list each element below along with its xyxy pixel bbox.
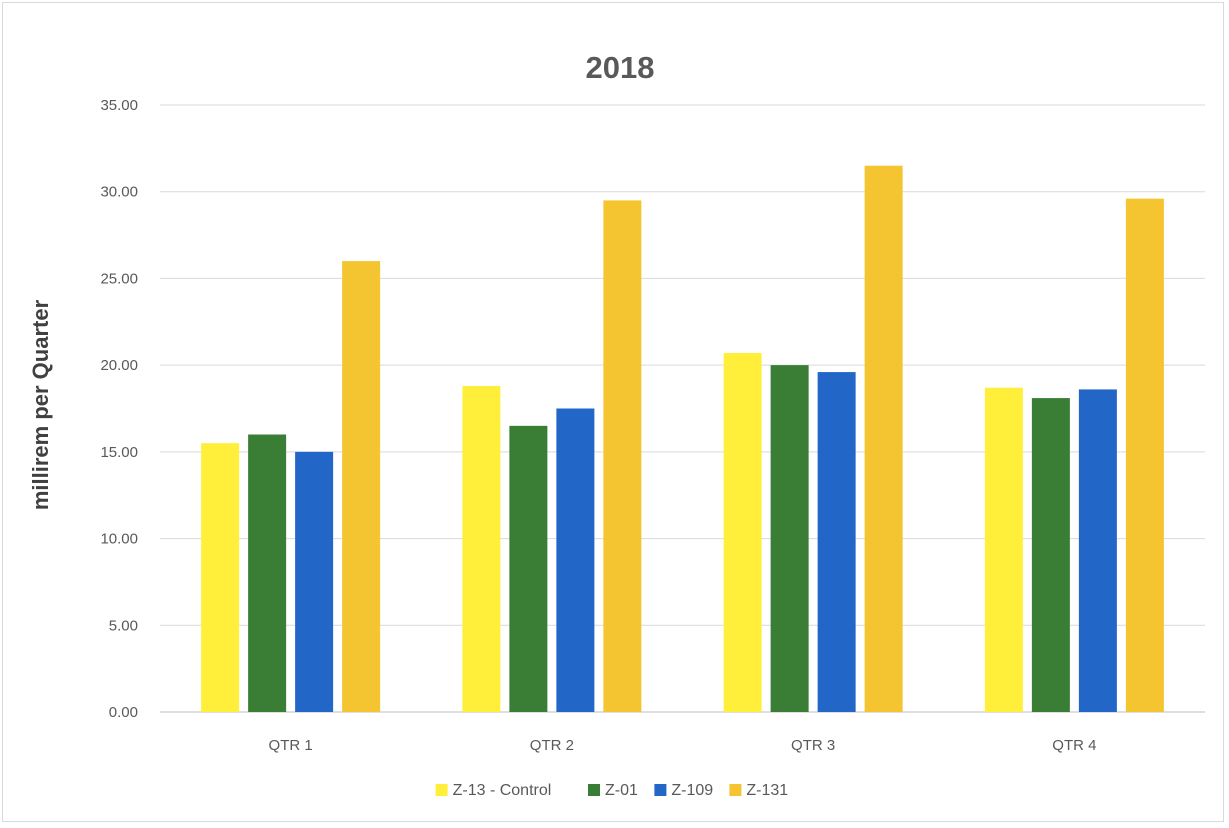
bar [1078,389,1117,712]
bar [295,451,334,712]
legend-label: Z-13 - Control [453,782,552,799]
bar [462,385,501,712]
y-tick-label: 25.00 [100,270,138,287]
y-tick-label: 30.00 [100,184,138,201]
legend: Z-13 - Control Z-01 Z-109 Z-131 [435,782,788,799]
bar [723,353,762,712]
legend-label: Z-131 [746,782,788,799]
y-tick-label: 10.00 [100,531,138,548]
x-tick-label: QTR 1 [269,737,313,754]
x-tick-label: QTR 3 [791,737,835,754]
x-tick-label: QTR 4 [1052,737,1096,754]
y-tick-label: 15.00 [100,444,138,461]
bar [248,434,287,712]
bar [603,200,642,712]
bars [201,165,1164,712]
bar [509,425,548,712]
bar [201,443,240,712]
chart-title: 2018 [586,50,655,85]
y-tick-label: 35.00 [100,97,138,114]
bar [984,387,1023,712]
bar [1125,198,1164,712]
y-tick-label: 20.00 [100,357,138,374]
legend-swatch [435,784,448,796]
bar [817,372,856,712]
x-tick-label: QTR 2 [530,737,574,754]
x-axis-categories: QTR 1 QTR 2 QTR 3 QTR 4 [269,737,1097,754]
legend-label: Z-109 [671,782,713,799]
bar [1031,398,1070,712]
legend-swatch [588,784,600,796]
bar [342,261,381,712]
y-tick-label: 0.00 [109,704,138,721]
y-tick-label: 5.00 [109,617,138,634]
legend-swatch [729,784,742,796]
legend-label: Z-01 [605,782,638,799]
y-axis-ticks: 0.00 5.00 10.00 15.00 20.00 25.00 30.00 35.00 [100,97,138,721]
bar [864,165,903,712]
y-axis-label: millirem per Quarter [28,299,53,510]
gridlines [160,104,1205,713]
bar [556,408,595,712]
bar [770,365,809,712]
legend-swatch [654,784,667,796]
